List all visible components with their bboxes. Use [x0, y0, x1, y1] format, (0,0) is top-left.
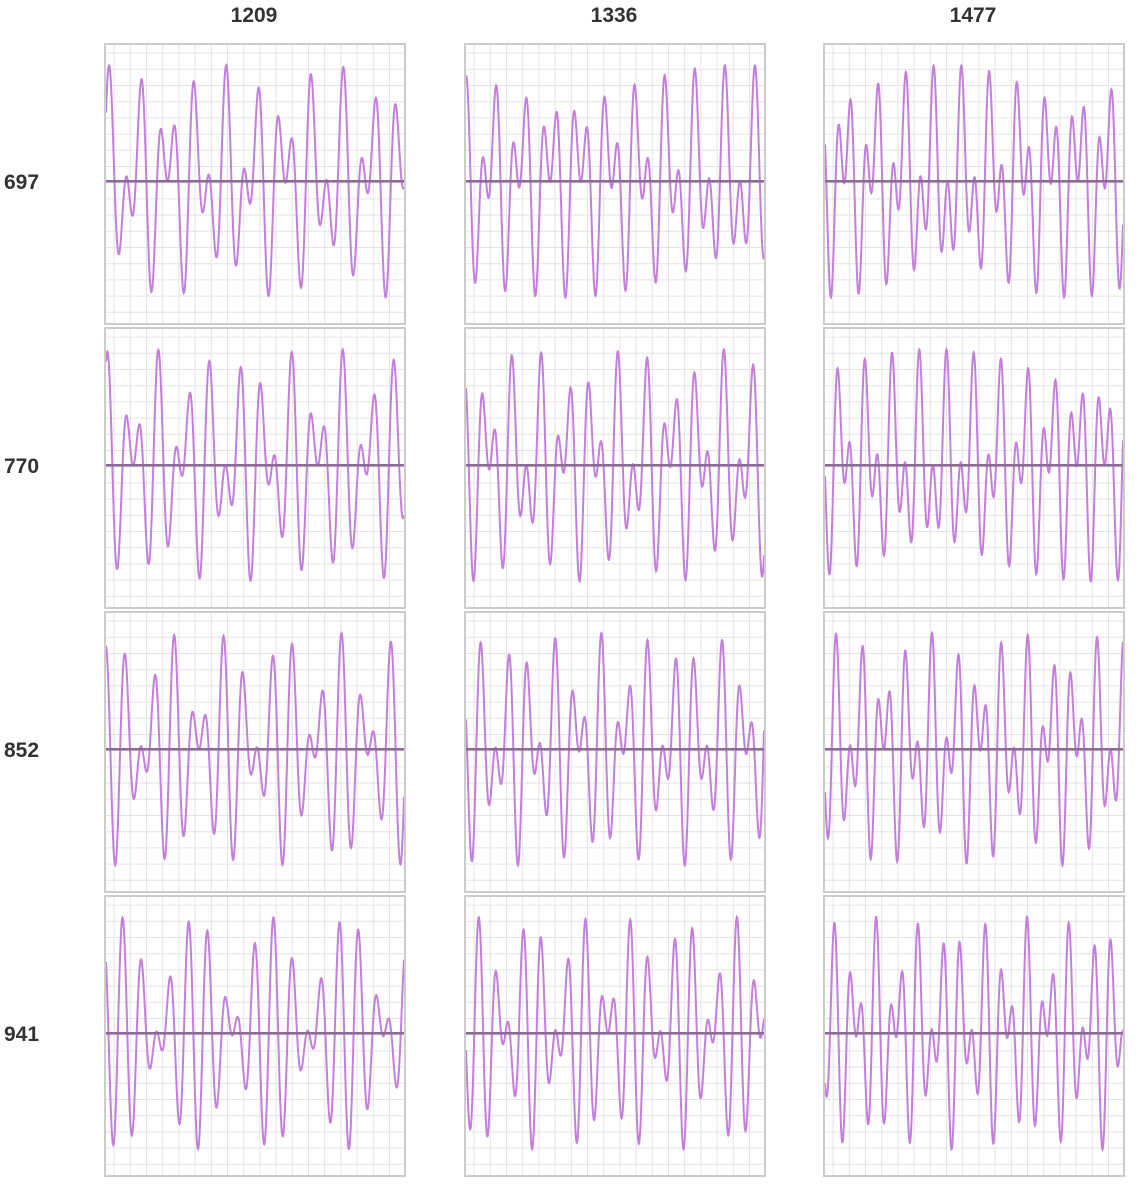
waveform-line	[825, 63, 1123, 300]
waveform-plot	[825, 45, 1123, 323]
column-header-1336: 1336	[590, 4, 638, 27]
waveform-panel-852-1209	[104, 611, 406, 893]
waveform-plot	[466, 613, 764, 891]
waveform-panel-852-1477	[823, 611, 1125, 893]
grid-lines	[106, 45, 404, 323]
waveform-line	[466, 63, 764, 300]
grid-lines	[106, 613, 404, 891]
waveform-line	[106, 63, 404, 299]
waveform-plot	[466, 897, 764, 1175]
column-header-1477: 1477	[949, 4, 997, 27]
waveform-line	[106, 347, 404, 582]
waveform-panel-770-1477	[823, 327, 1125, 609]
waveform-panel-697-1209	[104, 43, 406, 325]
row-header-697: 697	[4, 171, 40, 194]
waveform-line	[466, 631, 764, 868]
waveform-plot	[825, 897, 1123, 1175]
waveform-line	[825, 914, 1123, 1153]
waveform-plot	[466, 329, 764, 607]
row-header-770: 770	[4, 455, 40, 478]
waveform-plot	[106, 897, 404, 1175]
waveform-plot	[825, 613, 1123, 891]
waveform-line	[106, 630, 404, 868]
column-header-1209: 1209	[230, 4, 278, 27]
waveform-panel-770-1209	[104, 327, 406, 609]
waveform-panel-697-1477	[823, 43, 1125, 325]
waveform-line	[466, 914, 764, 1152]
waveform-plot	[106, 45, 404, 323]
waveform-plot	[106, 329, 404, 607]
grid-lines	[825, 897, 1123, 1175]
waveform-panel-941-1209	[104, 895, 406, 1177]
waveform-line	[466, 347, 764, 584]
waveform-panel-941-1336	[464, 895, 766, 1177]
waveform-line	[825, 346, 1123, 583]
waveform-panel-770-1336	[464, 327, 766, 609]
waveform-panel-941-1477	[823, 895, 1125, 1177]
waveform-plot	[106, 613, 404, 891]
waveform-plot	[825, 329, 1123, 607]
waveform-line	[825, 630, 1123, 869]
row-header-852: 852	[4, 739, 40, 762]
row-header-941: 941	[4, 1023, 40, 1046]
waveform-panel-852-1336	[464, 611, 766, 893]
waveform-plot	[466, 45, 764, 323]
waveform-panel-697-1336	[464, 43, 766, 325]
grid-lines	[466, 897, 764, 1175]
